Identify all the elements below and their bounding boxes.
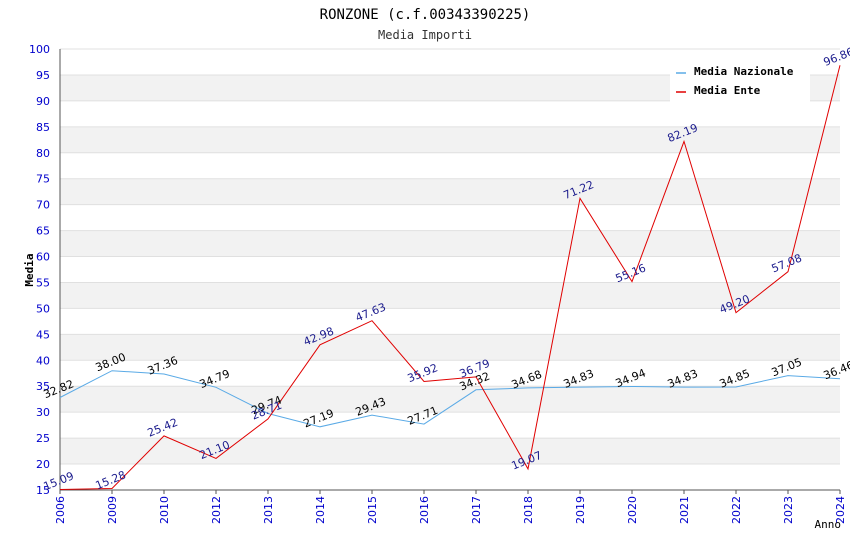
- y-tick-label: 25: [36, 432, 50, 445]
- x-tick-label: 2021: [678, 496, 691, 524]
- legend: Media Nazionale Media Ente: [670, 60, 810, 102]
- y-tick-label: 55: [36, 276, 50, 289]
- plot-band: [60, 282, 840, 309]
- y-tick-label: 20: [36, 458, 50, 471]
- x-tick-label: 2023: [782, 496, 795, 524]
- y-axis-label: Media: [23, 253, 36, 286]
- x-tick-label: 2006: [54, 496, 67, 524]
- legend-label-media-nazionale: Media Nazionale: [694, 65, 794, 78]
- x-tick-label: 2014: [314, 496, 327, 524]
- y-tick-label: 45: [36, 328, 50, 341]
- series-line-media-ente: [59, 65, 841, 490]
- y-tick-label: 95: [36, 69, 50, 82]
- series-lines: [59, 65, 841, 490]
- plot-band: [60, 438, 840, 465]
- x-tick-labels: 2006 2009 2010 2012 2013 2014 2015 2016 2017 2018…: [54, 496, 847, 524]
- y-tick-label: 60: [36, 251, 50, 264]
- x-tick-label: 2016: [418, 496, 431, 524]
- series-line-media-nazionale: [59, 370, 841, 428]
- x-tick-label: 2024: [834, 496, 847, 524]
- x-tick-label: 2022: [730, 496, 743, 524]
- y-tick-label: 40: [36, 354, 50, 367]
- y-tick-label: 30: [36, 406, 50, 419]
- y-tick-labels: 15 20 25 30 35 40 45 50 55 60 65 70 75 80 85 90 95 100: [29, 43, 50, 497]
- y-tick-label: 50: [36, 302, 50, 315]
- plot-band: [60, 126, 840, 153]
- x-tick-label: 2015: [366, 496, 379, 524]
- legend-label-media-ente: Media Ente: [694, 84, 761, 97]
- y-tick-label: 90: [36, 95, 50, 108]
- x-tick-label: 2019: [574, 496, 587, 524]
- y-tick-label: 75: [36, 173, 50, 186]
- plot-band: [60, 230, 840, 257]
- data-label-media-ente: 35.92: [406, 361, 440, 385]
- x-tick-label: 2017: [470, 496, 483, 524]
- y-tick-label: 70: [36, 199, 50, 212]
- axes: [59, 49, 841, 494]
- x-tick-label: 2012: [210, 496, 223, 524]
- y-tick-label: 85: [36, 121, 50, 134]
- y-tick-label: 35: [36, 380, 50, 393]
- x-tick-label: 2009: [106, 496, 119, 524]
- data-label-media-ente: 25.42: [146, 416, 180, 440]
- plot-band: [60, 178, 840, 205]
- x-tick-label: 2010: [158, 496, 171, 524]
- plot-band: [60, 334, 840, 361]
- data-label-media-ente: 55.16: [614, 261, 648, 285]
- plot-bands: [60, 74, 840, 465]
- plot-band: [60, 386, 840, 413]
- x-tick-label: 2013: [262, 496, 275, 524]
- y-tick-label: 65: [36, 225, 50, 238]
- x-axis-label: Anno: [815, 518, 842, 531]
- chart-subtitle: Media Importi: [378, 28, 472, 42]
- x-tick-label: 2020: [626, 496, 639, 524]
- y-tick-label: 15: [36, 484, 50, 497]
- x-tick-label: 2018: [522, 496, 535, 524]
- chart-title: RONZONE (c.f.00343390225): [320, 7, 531, 23]
- y-tick-label: 100: [29, 43, 50, 56]
- legend-box: [670, 60, 810, 102]
- y-tick-label: 80: [36, 147, 50, 160]
